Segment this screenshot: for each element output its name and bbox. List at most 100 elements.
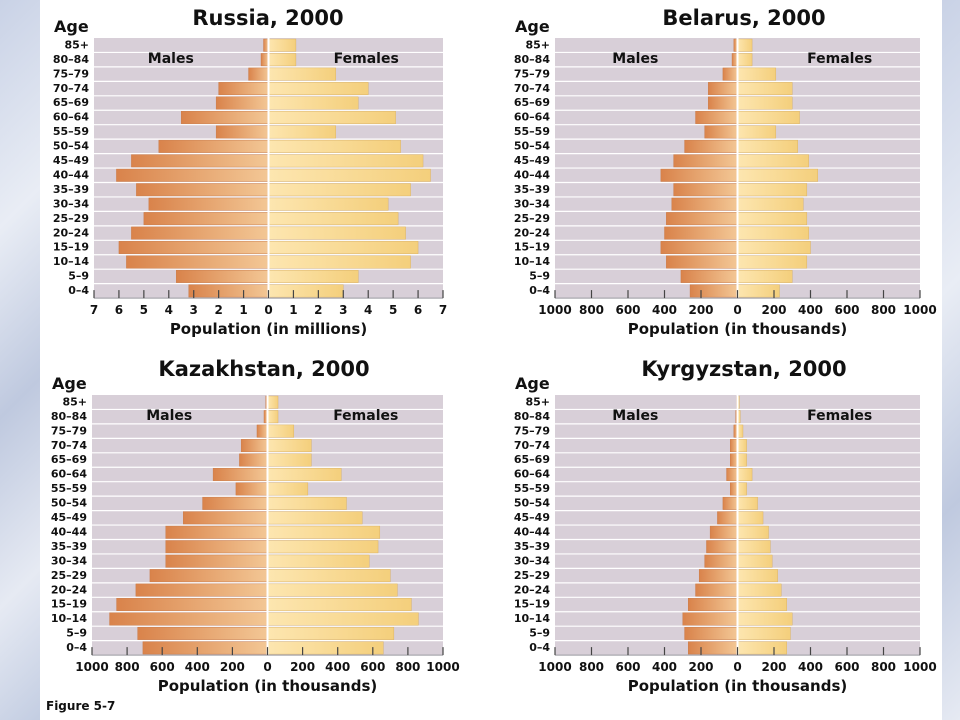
age-group-label: 0–4 <box>529 284 550 297</box>
bar-male <box>688 641 738 655</box>
x-tick-label: 3 <box>190 303 198 317</box>
bar-male <box>256 424 268 438</box>
age-group-label: 50–54 <box>53 140 89 153</box>
bar-female <box>268 284 344 298</box>
x-tick-label: 0 <box>263 660 271 674</box>
bar-female <box>268 125 337 139</box>
age-group-label: 45–49 <box>514 154 550 167</box>
age-group-label: 0–4 <box>68 284 89 297</box>
bar-male <box>131 226 269 240</box>
bar-male <box>165 525 268 539</box>
bar-female <box>268 139 401 153</box>
bar-male <box>165 540 268 554</box>
bar-male <box>730 453 738 467</box>
age-group-label: 75–79 <box>514 67 550 80</box>
bar-female <box>737 154 809 168</box>
bar-female <box>268 226 406 240</box>
bar-male <box>188 284 269 298</box>
bar-male <box>118 241 269 254</box>
bar-female <box>737 212 808 226</box>
x-tick-label: 0 <box>264 303 272 317</box>
bar-male <box>664 226 738 240</box>
decorative-background-right <box>942 0 960 720</box>
age-group-label: 65–69 <box>51 453 87 466</box>
x-tick-label: 800 <box>579 660 604 674</box>
legend-males: Males <box>612 51 658 67</box>
bar-male <box>149 569 268 583</box>
bar-male <box>666 212 738 226</box>
age-group-label: 20–24 <box>514 226 550 239</box>
age-group-label: 70–74 <box>514 82 550 95</box>
age-group-label: 85+ <box>525 395 550 408</box>
age-group-label: 35–39 <box>514 540 550 553</box>
bar-female <box>268 197 389 211</box>
age-group-label: 0–4 <box>529 641 550 654</box>
bar-male <box>673 183 738 197</box>
bar-male <box>212 468 268 481</box>
bar-male <box>165 554 268 568</box>
y-axis-title: Age <box>515 374 550 393</box>
age-group-label: 50–54 <box>514 140 550 153</box>
bar-female <box>737 511 764 525</box>
bar-male <box>136 183 269 197</box>
bar-female <box>268 183 411 197</box>
bar-female <box>737 139 798 153</box>
x-tick-label: 600 <box>615 660 640 674</box>
bar-female <box>267 569 391 583</box>
age-group-label: 65–69 <box>53 96 89 109</box>
x-tick-label: 0 <box>733 660 741 674</box>
age-group-label: 25–29 <box>514 569 550 582</box>
x-tick-label: 1000 <box>75 660 108 674</box>
age-group-label: 60–64 <box>514 468 550 481</box>
age-group-label: 45–49 <box>514 511 550 524</box>
x-tick-label: 200 <box>688 660 713 674</box>
x-tick-label: 2 <box>214 303 222 317</box>
age-group-label: 30–34 <box>514 197 550 210</box>
bar-female <box>737 111 800 124</box>
x-tick-label: 200 <box>761 303 786 317</box>
bar-female <box>268 96 359 110</box>
bar-female <box>268 212 399 226</box>
age-group-label: 5–9 <box>66 627 87 640</box>
bar-female <box>267 583 398 597</box>
x-tick-label: 5 <box>389 303 397 317</box>
bar-male <box>730 439 738 453</box>
decorative-background-left <box>0 0 40 720</box>
bar-female <box>267 598 412 611</box>
legend-females: Females <box>333 408 398 424</box>
x-axis-title: Population (in thousands) <box>628 677 847 695</box>
x-tick-label: 2 <box>314 303 322 317</box>
bar-female <box>268 38 297 52</box>
bar-female <box>268 270 359 283</box>
x-tick-label: 1 <box>239 303 247 317</box>
bar-male <box>689 284 738 298</box>
bar-female <box>737 284 780 298</box>
age-group-label: 10–14 <box>53 255 89 268</box>
age-group-label: 10–14 <box>51 612 87 625</box>
age-group-label: 60–64 <box>51 468 87 481</box>
bar-female <box>737 38 753 52</box>
bar-male <box>142 641 268 655</box>
age-group-label: 25–29 <box>53 212 89 225</box>
bar-female <box>267 525 381 539</box>
bar-female <box>267 496 347 510</box>
x-tick-label: 800 <box>395 660 420 674</box>
bar-female <box>267 482 309 496</box>
bar-male <box>671 197 738 211</box>
age-group-label: 20–24 <box>514 583 550 596</box>
bar-male <box>682 612 738 626</box>
bar-male <box>248 67 269 81</box>
bar-female <box>268 82 369 95</box>
bar-male <box>215 125 269 139</box>
age-group-label: 60–64 <box>53 111 89 124</box>
bar-male <box>722 67 738 81</box>
bar-male <box>673 154 738 168</box>
age-group-label: 45–49 <box>51 511 87 524</box>
age-group-label: 35–39 <box>51 540 87 553</box>
bar-male <box>260 53 269 67</box>
x-tick-label: 200 <box>688 303 713 317</box>
bar-male <box>695 583 738 597</box>
bar-female <box>268 111 396 124</box>
age-group-label: 15–19 <box>53 241 89 254</box>
